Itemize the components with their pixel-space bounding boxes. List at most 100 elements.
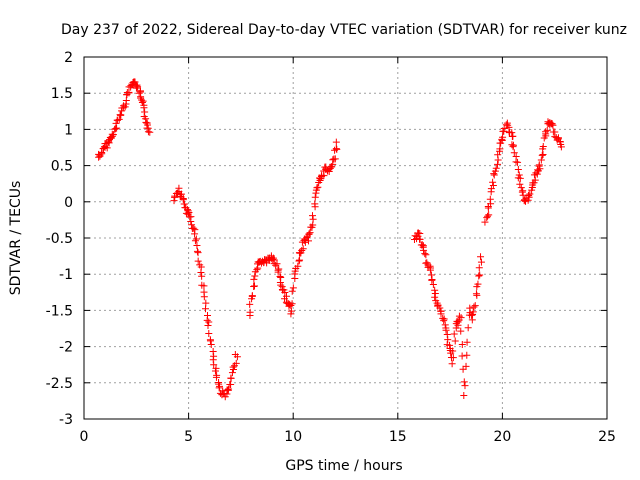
data-point — [309, 212, 317, 220]
data-point — [463, 351, 471, 359]
data-point — [457, 327, 465, 335]
data-point — [206, 337, 214, 345]
data-point — [191, 230, 199, 238]
data-point — [299, 245, 307, 253]
data-point — [464, 324, 472, 332]
x-tick-label: 10 — [284, 429, 302, 445]
data-point — [332, 138, 340, 146]
data-point — [232, 359, 240, 367]
data-point — [200, 293, 208, 301]
y-tick-label: -3 — [59, 412, 73, 428]
data-point — [314, 183, 322, 191]
data-point — [287, 307, 295, 315]
data-point — [282, 292, 290, 300]
data-point — [251, 282, 259, 290]
data-point — [171, 193, 179, 201]
data-point — [288, 287, 296, 295]
data-point — [134, 83, 142, 91]
data-point — [485, 211, 493, 219]
data-point — [440, 317, 448, 325]
data-point — [459, 365, 467, 373]
data-point — [170, 197, 178, 205]
data-point — [296, 256, 304, 264]
data-point — [449, 347, 457, 355]
data-point — [494, 160, 502, 168]
data-segment-2 — [170, 184, 241, 401]
data-point — [526, 190, 534, 198]
plot-frame — [83, 56, 608, 420]
data-point — [538, 151, 546, 159]
y-tick-label: -1.5 — [46, 303, 73, 319]
data-point — [460, 392, 468, 400]
data-point — [225, 385, 233, 393]
data-point — [211, 367, 219, 375]
data-point — [98, 150, 106, 158]
data-point — [458, 340, 466, 348]
y-tick-label: 1.5 — [51, 86, 73, 102]
data-point — [305, 237, 313, 245]
data-point — [205, 318, 213, 326]
data-point — [516, 180, 524, 188]
data-point — [484, 204, 492, 212]
data-point — [491, 167, 499, 175]
data-segment-5 — [481, 118, 565, 226]
data-point — [444, 336, 452, 344]
data-point — [542, 130, 550, 138]
data-point — [428, 276, 436, 284]
data-point — [481, 218, 489, 226]
data-point — [207, 341, 215, 349]
data-point — [288, 300, 296, 308]
data-point — [461, 382, 469, 390]
data-point — [420, 246, 428, 254]
x-tick-label: 5 — [184, 429, 193, 445]
data-point — [250, 275, 258, 283]
data-point — [536, 165, 544, 173]
y-tick-label: -1 — [59, 267, 73, 283]
data-point — [309, 215, 317, 223]
data-point — [204, 322, 212, 330]
data-point — [301, 238, 309, 246]
data-point — [109, 131, 117, 139]
data-point — [215, 384, 223, 392]
data-point — [246, 308, 254, 316]
data-point — [146, 128, 154, 136]
data-point — [251, 272, 259, 280]
data-point — [193, 242, 201, 250]
data-point — [518, 188, 526, 196]
data-point — [139, 97, 147, 105]
data-point — [510, 149, 518, 157]
data-point — [298, 246, 306, 254]
data-point — [333, 145, 341, 153]
data-point — [187, 217, 195, 225]
data-point — [457, 314, 465, 322]
data-point — [514, 158, 522, 166]
data-point — [537, 156, 545, 164]
data-point — [311, 200, 319, 208]
data-point — [442, 326, 450, 334]
x-tick-label: 0 — [80, 429, 89, 445]
y-tick-label: 1 — [64, 122, 73, 138]
grid — [84, 57, 607, 419]
data-point — [276, 273, 284, 281]
data-point — [508, 141, 516, 149]
data-segment-1 — [95, 78, 154, 161]
x-axis-label: GPS time / hours — [285, 458, 402, 474]
data-point — [233, 353, 241, 361]
data-point — [449, 354, 457, 362]
data-point — [515, 171, 523, 179]
data-point — [547, 119, 555, 127]
data-point — [451, 337, 459, 345]
data-point — [531, 176, 539, 184]
data-point — [205, 329, 213, 337]
data-point — [277, 281, 285, 289]
data-point — [140, 104, 148, 112]
data-point — [489, 182, 497, 190]
data-point — [113, 124, 121, 132]
data-point — [194, 249, 202, 257]
x-tick-label: 25 — [598, 429, 616, 445]
data-point — [441, 321, 449, 329]
data-point — [133, 81, 141, 89]
data-point — [455, 312, 463, 320]
data-point — [112, 119, 120, 127]
